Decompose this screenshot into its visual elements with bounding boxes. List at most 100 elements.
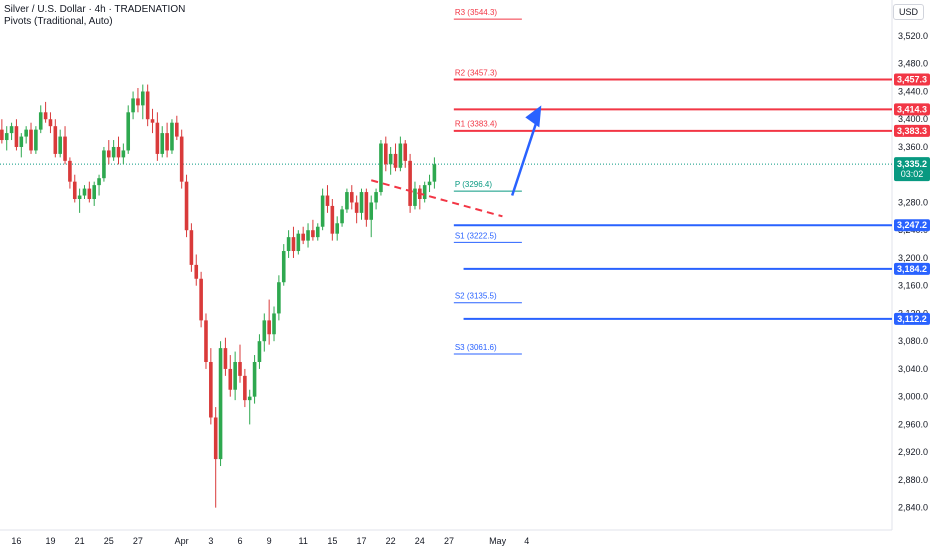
- time-tick-label: 25: [104, 536, 114, 546]
- candle-body: [427, 181, 432, 186]
- time-tick-label: 19: [45, 536, 55, 546]
- candle-body: [403, 143, 408, 161]
- candle-body: [145, 91, 150, 120]
- candle-body: [252, 361, 257, 397]
- candle-body: [393, 153, 398, 168]
- candle-body: [53, 126, 58, 154]
- candle-body: [19, 136, 24, 147]
- candle-body: [233, 361, 237, 390]
- descending-trendline: [370, 179, 503, 218]
- key-level-badge: [894, 73, 930, 86]
- candle-body: [228, 368, 233, 390]
- candle-body: [374, 192, 378, 203]
- time-tick-label: 9: [267, 536, 272, 546]
- key-level-label: 3,414.3: [897, 104, 927, 114]
- pivot-label-s2: S2 (3135.5): [455, 292, 497, 301]
- key-level-label: 3,184.2: [897, 264, 927, 274]
- time-tick-label: 15: [327, 536, 337, 546]
- candle-body: [286, 237, 291, 252]
- candle-body: [38, 112, 43, 130]
- time-tick-label: 6: [237, 536, 242, 546]
- candle-body: [330, 205, 335, 234]
- candle-body: [170, 122, 174, 151]
- key-level-badge: [894, 312, 930, 325]
- candle-body: [247, 396, 252, 401]
- time-tick-label: 16: [11, 536, 21, 546]
- pivot-label-p: P (3296.4): [455, 180, 493, 189]
- candle-body: [311, 230, 315, 238]
- candle-body: [0, 129, 4, 141]
- pivot-label-r3: R3 (3544.3): [455, 8, 498, 17]
- candle-body: [189, 230, 194, 265]
- candle-body: [257, 341, 262, 362]
- candle-body: [63, 136, 67, 161]
- candle-body: [4, 133, 9, 141]
- candle-body: [131, 98, 135, 113]
- candle-body: [267, 320, 271, 335]
- key-level-badge: [894, 262, 930, 275]
- candle-body: [209, 361, 213, 418]
- pivot-label-s3: S3 (3061.6): [455, 343, 497, 352]
- candle-body: [301, 233, 305, 241]
- candle-body: [175, 122, 179, 137]
- candle-body: [413, 188, 417, 206]
- pivot-label-s1: S1 (3222.5): [455, 231, 497, 240]
- candle-body: [155, 122, 160, 154]
- key-level-label: 3,383.3: [897, 126, 927, 136]
- candle-body: [72, 181, 77, 199]
- price-tick-label: 3,280.0: [898, 197, 928, 207]
- time-tick-label: 3: [208, 536, 213, 546]
- candle-body: [388, 153, 393, 165]
- candle-body: [48, 119, 53, 127]
- candle-body: [223, 348, 228, 369]
- candle-body: [281, 251, 286, 283]
- indicator-title: Pivots (Traditional, Auto): [4, 16, 113, 27]
- candle-body: [243, 375, 247, 401]
- candle-body: [325, 195, 330, 206]
- countdown-label: 03:02: [901, 169, 924, 179]
- candle-body: [262, 320, 267, 342]
- price-tick-label: 2,840.0: [898, 503, 928, 513]
- candle-body: [111, 146, 116, 158]
- key-level-badge: [894, 103, 930, 116]
- currency-button[interactable]: USD: [892, 4, 924, 20]
- candle-body: [136, 98, 140, 106]
- candle-body: [160, 133, 165, 154]
- candle-body: [277, 282, 281, 314]
- pivot-label-r2: R2 (3457.3): [455, 68, 498, 77]
- candle-body: [398, 143, 403, 168]
- candle-body: [82, 188, 87, 196]
- price-tick-label: 3,400.0: [898, 114, 928, 124]
- candle-body: [34, 129, 38, 151]
- time-tick-label: Apr: [175, 536, 189, 546]
- price-tick-label: 3,200.0: [898, 253, 928, 263]
- candle-body: [204, 320, 208, 362]
- price-tick-label: 3,520.0: [898, 31, 928, 41]
- time-tick-label: May: [489, 536, 507, 546]
- candle-body: [272, 313, 276, 335]
- candle-body: [340, 209, 344, 224]
- candle-body: [408, 160, 412, 206]
- candle-body: [359, 192, 364, 213]
- key-level-label: 3,112.2: [897, 314, 927, 324]
- candle-body: [213, 417, 218, 460]
- price-tick-label: 2,920.0: [898, 447, 928, 457]
- candle-body: [58, 136, 62, 154]
- projection-arrow-head: [525, 105, 542, 128]
- candle-body: [199, 278, 203, 321]
- candle-body: [432, 164, 437, 182]
- price-tick-label: 3,000.0: [898, 392, 928, 402]
- candle-body: [291, 237, 296, 252]
- price-tick-label: 3,480.0: [898, 59, 928, 69]
- candle-body: [141, 91, 145, 106]
- candle-body: [306, 230, 310, 241]
- candle-body: [335, 223, 339, 234]
- time-tick-label: 22: [386, 536, 396, 546]
- pivot-label-r1: R1 (3383.4): [455, 120, 498, 129]
- candle-body: [126, 112, 131, 151]
- candle-body: [364, 192, 369, 220]
- candle-body: [179, 136, 184, 182]
- price-tick-label: 3,040.0: [898, 364, 928, 374]
- candle-body: [296, 233, 301, 252]
